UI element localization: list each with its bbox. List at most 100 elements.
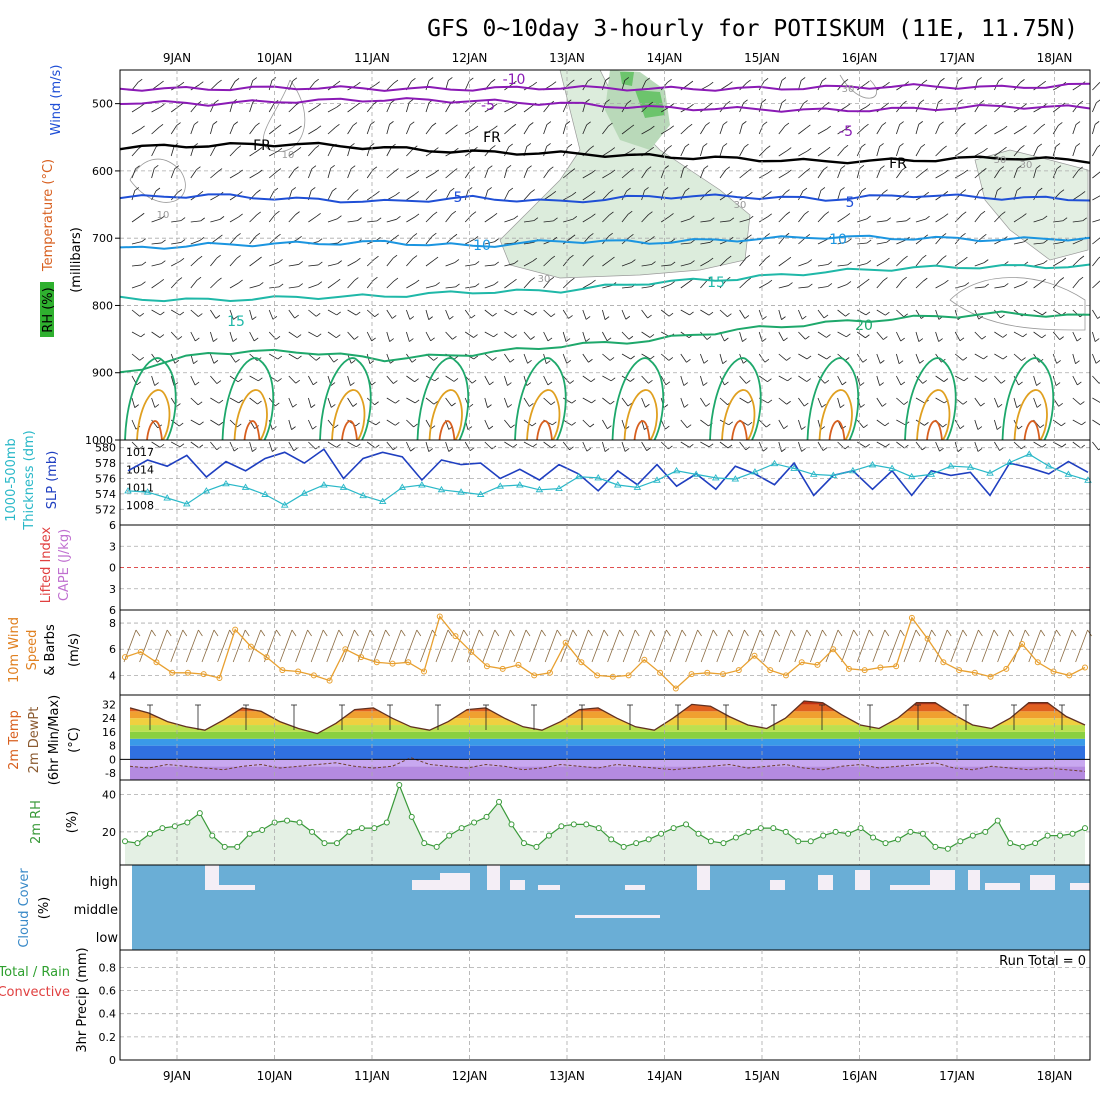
slp-marker bbox=[672, 466, 681, 474]
wind-barb bbox=[955, 375, 965, 382]
wind-barb bbox=[210, 218, 221, 223]
wind-barb bbox=[139, 629, 152, 663]
wind-barb bbox=[1072, 331, 1078, 342]
contour-label: FR bbox=[889, 156, 907, 172]
wind-barb bbox=[308, 128, 318, 135]
wind-barb bbox=[609, 211, 614, 216]
wind-speed-line bbox=[124, 615, 1086, 690]
wind-barb bbox=[621, 80, 626, 91]
wind-barb bbox=[935, 216, 945, 223]
wind-barb bbox=[876, 353, 881, 364]
wind-barb bbox=[863, 424, 868, 429]
wind-barb bbox=[641, 441, 648, 451]
wind-barb bbox=[920, 143, 926, 148]
wind-barb bbox=[739, 82, 747, 91]
wind-barb bbox=[763, 629, 776, 663]
wind-barb bbox=[288, 309, 295, 319]
rh-point bbox=[757, 825, 764, 832]
wind-barb bbox=[347, 105, 356, 113]
wind-barb bbox=[805, 234, 811, 238]
wind-barb bbox=[1023, 281, 1028, 285]
cloud-gap bbox=[968, 870, 980, 890]
wind-barb bbox=[355, 102, 360, 107]
wind-speed-point bbox=[987, 673, 994, 680]
slp-marker bbox=[790, 464, 798, 471]
wind-barb bbox=[336, 444, 341, 448]
wind-barb bbox=[806, 378, 811, 382]
wind-barb bbox=[484, 309, 493, 317]
isotherm-35-loop bbox=[243, 420, 261, 441]
wind-barb bbox=[641, 353, 651, 360]
wind-barb bbox=[504, 331, 513, 339]
rh-point bbox=[820, 832, 827, 839]
isotherm-25-loop bbox=[221, 357, 275, 441]
wind-barb bbox=[433, 357, 438, 361]
wind-barb bbox=[778, 331, 784, 341]
wind-barb bbox=[180, 217, 186, 221]
wind-barb bbox=[562, 397, 572, 404]
wind-barb bbox=[700, 419, 709, 427]
wind-barb bbox=[742, 338, 747, 342]
wind-barb bbox=[532, 81, 537, 86]
wind-barb bbox=[327, 190, 333, 201]
wind-barb bbox=[621, 419, 626, 430]
wind-barb bbox=[255, 122, 260, 127]
wind-barb bbox=[550, 313, 556, 318]
wind-barb bbox=[728, 191, 733, 195]
wind-barb bbox=[996, 426, 1002, 430]
wind-barb bbox=[582, 353, 589, 363]
wind-barb bbox=[474, 261, 480, 265]
wind-barb bbox=[238, 191, 243, 195]
wind-barb bbox=[347, 260, 357, 267]
wind-barb bbox=[308, 353, 317, 361]
wind-barb bbox=[252, 448, 257, 452]
wind-barb bbox=[621, 353, 631, 360]
wind-barb bbox=[865, 334, 870, 339]
wind-barb bbox=[1021, 357, 1026, 361]
wind-barb bbox=[565, 121, 571, 125]
wind-barb bbox=[308, 441, 316, 450]
wind-barb bbox=[706, 189, 712, 193]
wind-barb bbox=[817, 441, 824, 451]
wind-barb bbox=[218, 399, 224, 404]
wind-barb bbox=[641, 128, 651, 135]
wind-barb bbox=[236, 255, 241, 259]
wind-barb bbox=[347, 309, 357, 316]
wind-barb bbox=[432, 189, 438, 194]
slp-marker bbox=[418, 481, 426, 488]
wind-barb bbox=[291, 426, 296, 430]
wind-barb bbox=[158, 124, 164, 128]
wind-barb bbox=[326, 629, 340, 663]
wind-barb bbox=[856, 629, 870, 663]
wind-barb bbox=[1052, 146, 1057, 157]
wind-barb bbox=[974, 286, 985, 289]
wind-barb bbox=[744, 315, 750, 319]
wind-barb bbox=[435, 282, 440, 286]
wind-barb bbox=[253, 337, 259, 342]
wind-barb bbox=[786, 357, 791, 361]
wind-speed-point bbox=[782, 672, 789, 679]
wind-speed-point bbox=[499, 665, 506, 672]
isotherm-10 bbox=[119, 234, 1091, 250]
wind-barb bbox=[784, 122, 790, 127]
wind-barb bbox=[219, 216, 225, 220]
wind-barb bbox=[739, 441, 747, 451]
wind-barb bbox=[174, 165, 179, 169]
wind-barb bbox=[861, 187, 866, 192]
wind-barb bbox=[493, 103, 498, 108]
wind-barb bbox=[347, 331, 355, 340]
wind-barb bbox=[817, 309, 825, 319]
contour-label: -5 bbox=[481, 98, 495, 114]
wind-barb bbox=[629, 168, 634, 172]
wind-barb bbox=[856, 331, 866, 339]
wind-barb bbox=[386, 102, 392, 113]
rh-point bbox=[745, 828, 752, 835]
isotherm--5 bbox=[119, 97, 1091, 113]
wind-barb bbox=[1013, 128, 1023, 135]
wind-barb bbox=[982, 124, 988, 129]
wind-barb bbox=[552, 236, 558, 241]
wind-barb bbox=[997, 403, 1003, 408]
rh-point bbox=[346, 828, 353, 835]
wind-barb bbox=[591, 399, 596, 404]
wind-barb bbox=[386, 397, 396, 404]
